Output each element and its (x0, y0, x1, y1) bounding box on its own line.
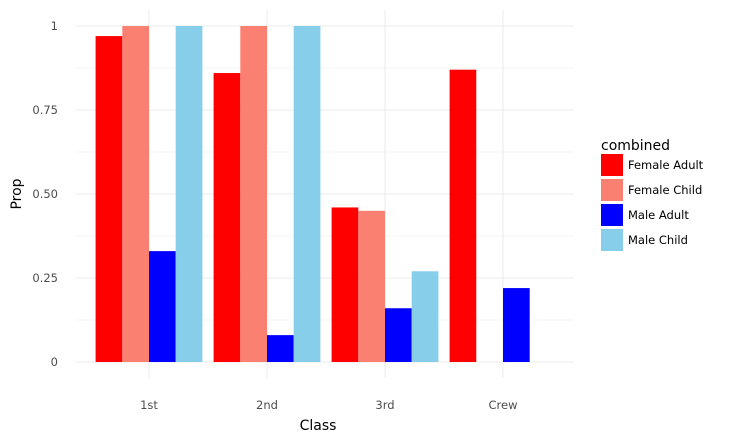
bar-female-child-2nd (240, 26, 267, 362)
legend-swatch (601, 204, 623, 226)
bar-male-adult-crew (503, 288, 530, 362)
y-tick-label: 0.75 (32, 103, 58, 117)
bar-male-adult-1st (149, 251, 176, 362)
y-axis-ticks: 0 0.25 0.50 0.75 1 (32, 19, 58, 369)
bar-female-adult-2nd (213, 73, 241, 362)
bar-male-adult-2nd (267, 335, 294, 362)
legend-label: Male Child (628, 233, 688, 247)
y-axis-title: Prop (9, 178, 25, 209)
y-tick-label: 1 (51, 19, 58, 33)
x-tick-label: 3rd (375, 398, 394, 412)
x-axis-ticks: 1st 2nd 3rd Crew (140, 398, 517, 412)
bar-male-adult-3rd (385, 308, 412, 362)
bar-male-child-3rd (411, 271, 439, 362)
y-tick-label: 0.50 (32, 187, 58, 201)
y-tick-label: 0.25 (32, 271, 58, 285)
bar-male-child-2nd (293, 26, 321, 362)
legend-items: Female Adult Female Child Male Adult Male C… (601, 154, 704, 251)
x-axis-title: Class (300, 418, 337, 434)
bars (95, 26, 530, 363)
bar-female-child-1st (122, 26, 149, 362)
legend-title: combined (601, 138, 670, 154)
legend-swatch (601, 229, 623, 251)
bar-female-child-3rd (358, 210, 385, 362)
bar-female-adult-3rd (331, 207, 359, 362)
legend-swatch (601, 179, 623, 201)
legend-label: Male Adult (628, 208, 689, 222)
legend-swatch (601, 154, 623, 176)
y-tick-label: 0 (51, 355, 58, 369)
x-tick-label: 1st (140, 398, 158, 412)
x-tick-label: 2nd (256, 398, 278, 412)
bar-male-child-1st (175, 26, 203, 362)
bar-female-adult-1st (95, 36, 123, 363)
x-tick-label: Crew (489, 398, 518, 412)
legend: combined Female Adult Female Child Male Ad… (601, 138, 704, 251)
legend-label: Female Child (628, 183, 702, 197)
bar-female-adult-crew (449, 69, 477, 363)
legend-label: Female Adult (628, 158, 704, 172)
